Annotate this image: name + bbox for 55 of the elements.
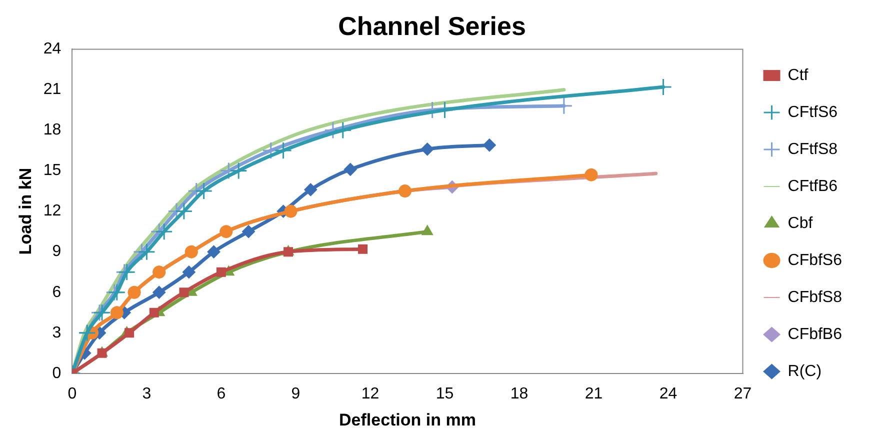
point xyxy=(182,266,196,279)
legend-label: CFtfS8 xyxy=(788,140,838,158)
x-axis-title: Deflection in mm xyxy=(338,410,476,430)
point xyxy=(344,162,357,176)
y-tick-label: 9 xyxy=(52,243,62,260)
x-tick-label: 0 xyxy=(68,385,77,402)
x-tick-label: 24 xyxy=(659,385,678,402)
legend-label: CFtfB6 xyxy=(788,178,838,195)
point xyxy=(284,247,294,257)
chart-title: Channel Series xyxy=(338,10,526,41)
y-tick-label: 24 xyxy=(43,40,62,58)
point xyxy=(230,162,248,180)
point xyxy=(195,182,213,200)
y-axis-title: Load in kN xyxy=(16,168,35,255)
point xyxy=(482,138,496,152)
legend-label: CFbfS6 xyxy=(788,252,842,269)
x-tick-label: 9 xyxy=(291,385,300,402)
x-tick-label: 27 xyxy=(734,385,752,402)
legend-label: R(C) xyxy=(788,362,822,380)
point xyxy=(175,202,193,220)
point xyxy=(124,328,134,338)
point xyxy=(274,142,292,160)
y-tick-label: 12 xyxy=(43,202,62,220)
point xyxy=(216,267,226,277)
y-tick-label: 18 xyxy=(43,122,62,139)
x-tick-label: 15 xyxy=(436,385,454,402)
x-tick-label: 21 xyxy=(584,385,603,402)
y-tick-label: 21 xyxy=(43,81,62,98)
y-tick-label: 3 xyxy=(52,324,62,342)
y-tick-label: 0 xyxy=(52,364,62,382)
point xyxy=(242,225,256,238)
x-tick-label: 3 xyxy=(142,385,152,402)
point xyxy=(422,225,434,236)
point xyxy=(358,244,368,254)
legend-label: CFtfS6 xyxy=(788,104,838,121)
point xyxy=(334,122,352,139)
point xyxy=(179,288,189,298)
point xyxy=(584,168,598,182)
point xyxy=(304,183,318,196)
point xyxy=(152,286,166,299)
legend-label: CFbfS8 xyxy=(788,288,842,306)
x-tick-label: 18 xyxy=(510,385,528,402)
point xyxy=(420,142,434,156)
legend-label: CFbfB6 xyxy=(788,326,842,343)
y-tick-label: 6 xyxy=(52,284,62,301)
point xyxy=(436,101,454,119)
y-tick-label: 15 xyxy=(43,162,62,180)
x-tick-label: 12 xyxy=(361,385,380,402)
x-tick-label: 6 xyxy=(216,385,226,402)
point xyxy=(207,245,220,258)
point xyxy=(138,243,156,261)
point xyxy=(155,222,173,240)
legend-label: Cbf xyxy=(788,214,814,232)
legend-label: Ctf xyxy=(788,66,809,84)
point xyxy=(149,308,159,318)
